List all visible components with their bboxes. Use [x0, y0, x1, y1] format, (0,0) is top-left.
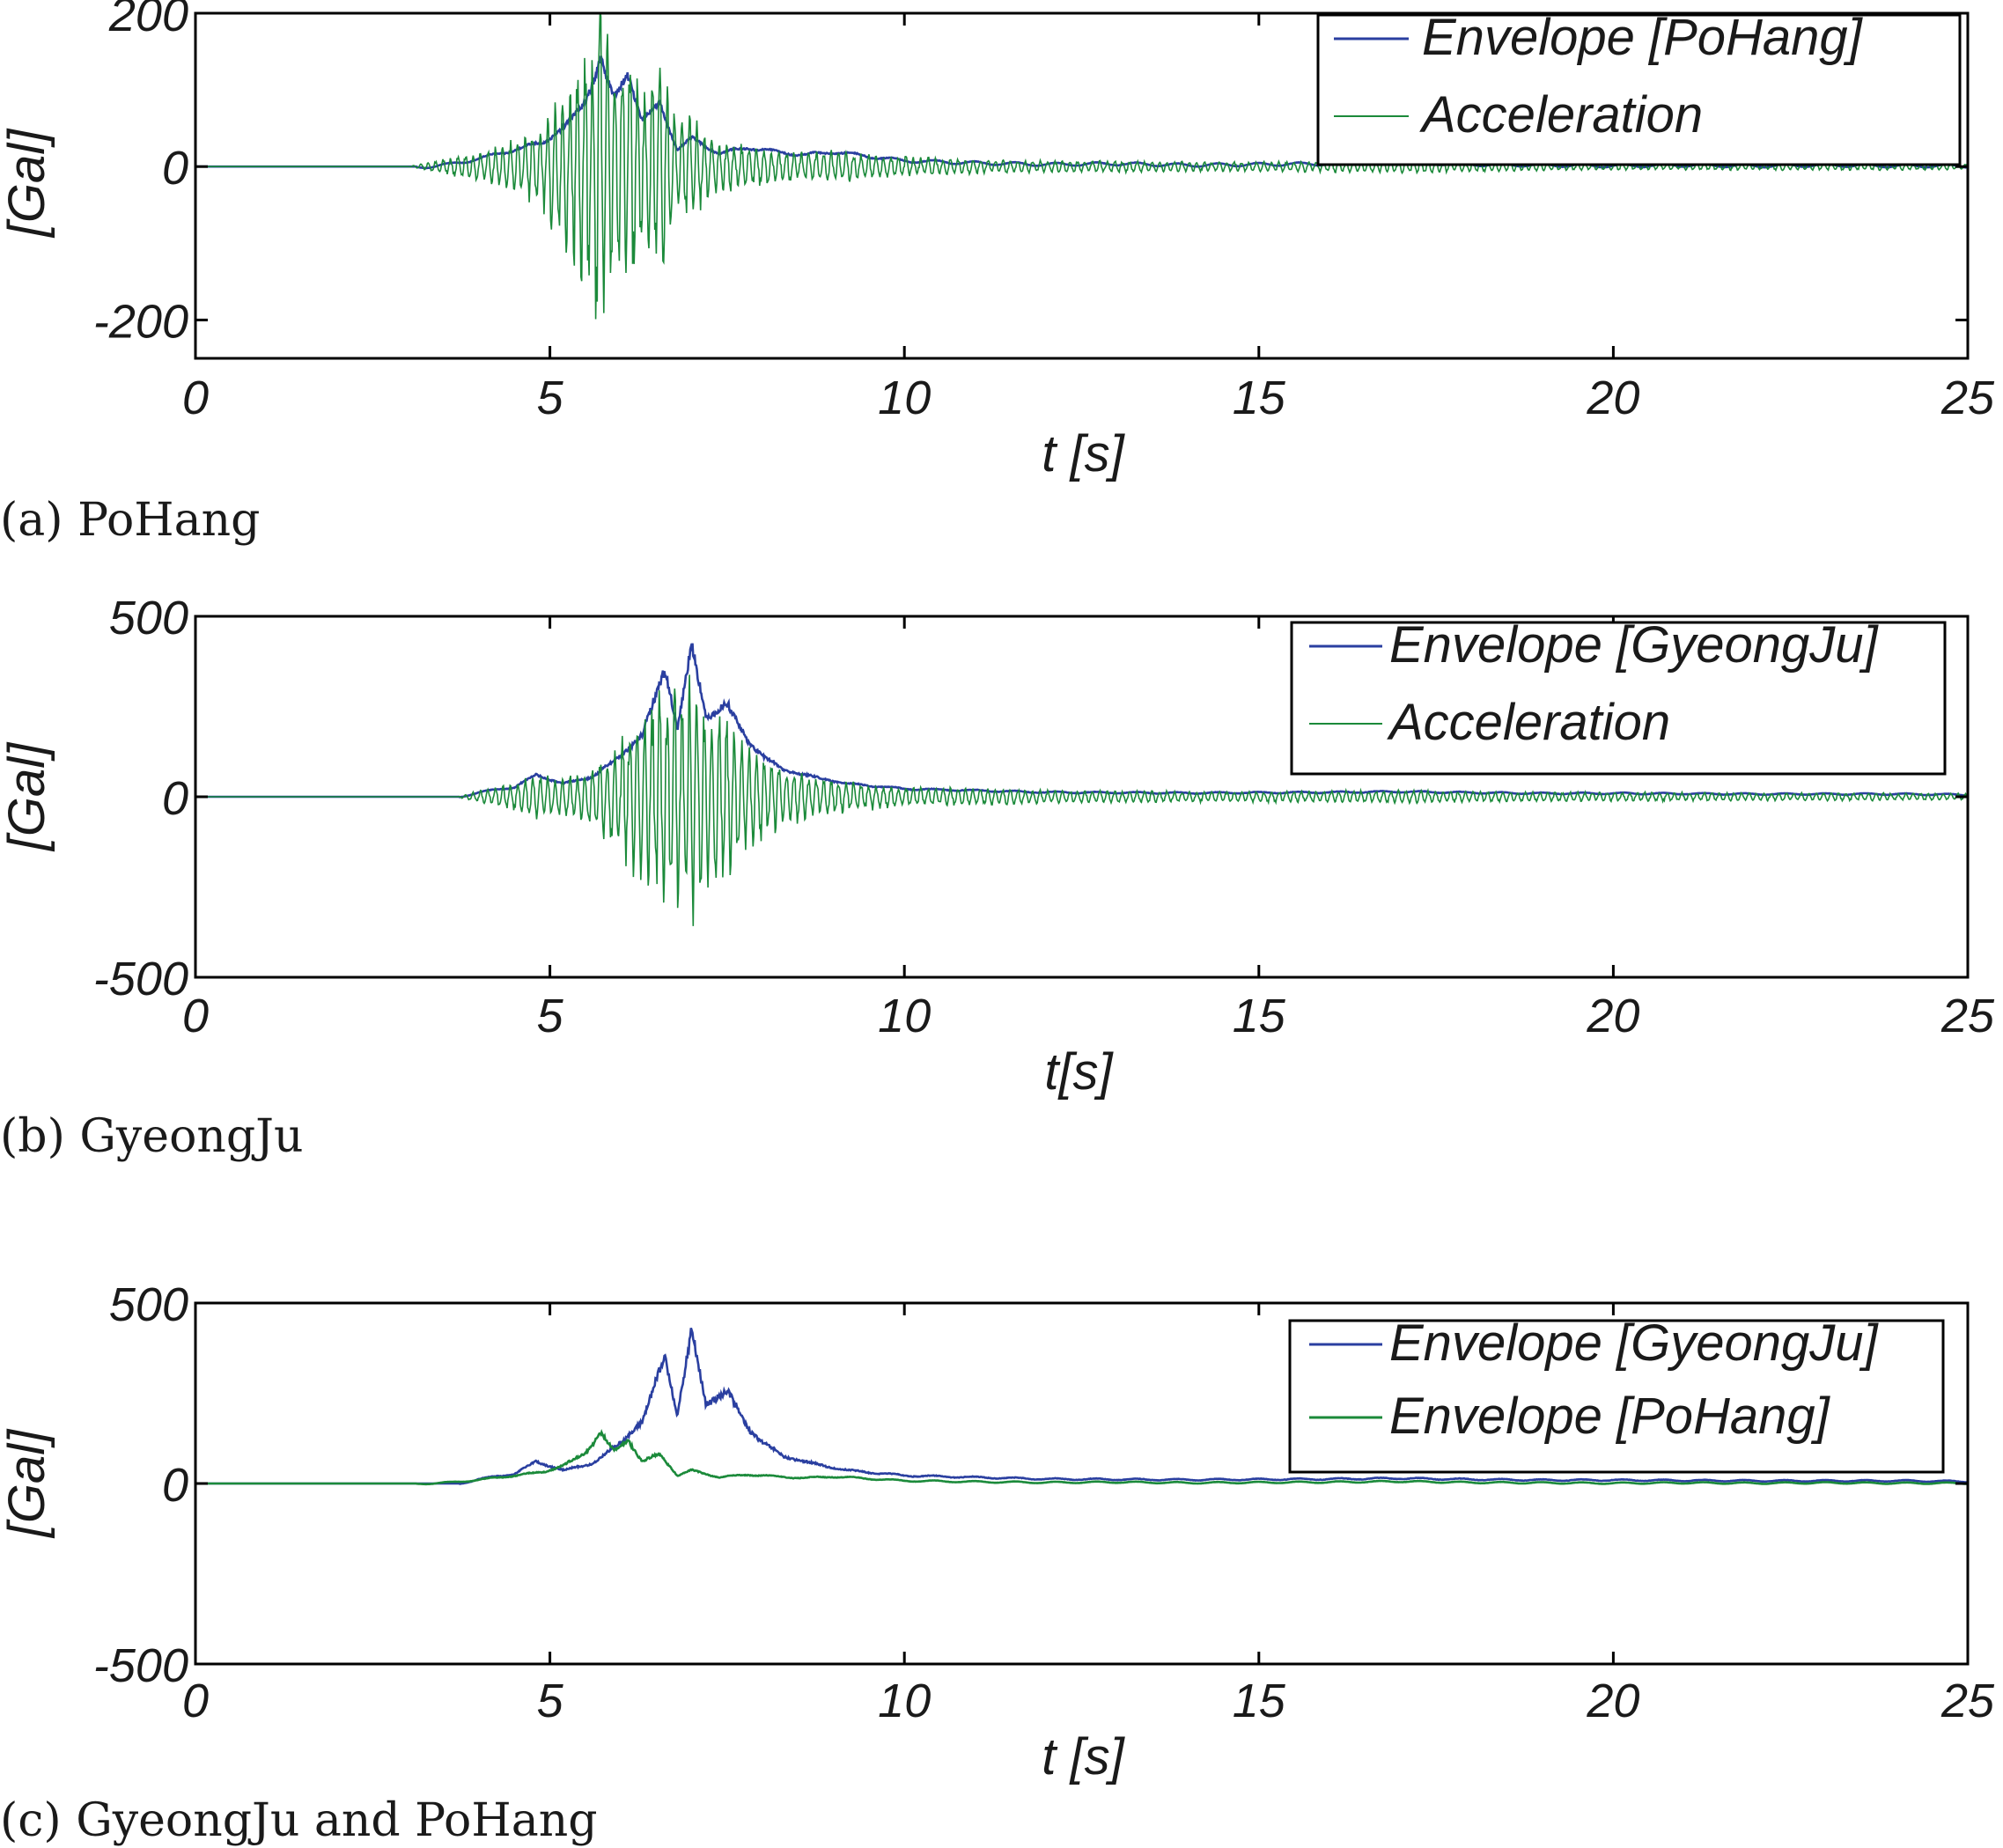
y-tick-label: -500	[93, 1639, 188, 1692]
x-tick-label: 5	[537, 1675, 564, 1727]
y-axis-label: [Gal]	[0, 128, 55, 239]
x-tick-label: 15	[1233, 1675, 1286, 1727]
x-axis-label: t [s]	[1042, 1728, 1125, 1785]
x-tick-label: 15	[1233, 990, 1286, 1042]
legend: Envelope [PoHang] Acceleration	[1316, 9, 1962, 166]
y-tick-label: 500	[109, 1278, 188, 1331]
series-line-acceleration-2	[195, 13, 1968, 320]
series-line-acceleration-2	[195, 674, 1968, 926]
x-tick-label: 20	[1586, 1675, 1639, 1727]
y-axis-label: [Gal]	[0, 741, 55, 852]
y-tick-label: 200	[108, 0, 188, 41]
series-line-envelope-2	[195, 1429, 1968, 1486]
legend: Envelope [GyeongJu] Envelope [PoHang]	[1288, 1314, 1945, 1474]
x-tick-label: 15	[1233, 372, 1286, 424]
panel-caption: (b) GyeongJu	[0, 1110, 304, 1163]
x-tick-label: 20	[1586, 990, 1639, 1042]
plot-area	[195, 1328, 1968, 1486]
x-tick-label: 25	[1940, 990, 1995, 1042]
legend-box	[1288, 1319, 1945, 1474]
x-tick-label: 10	[878, 1675, 931, 1727]
x-tick-label: 25	[1940, 1675, 1995, 1727]
y-tick-label: 0	[162, 772, 188, 825]
axes-box	[194, 11, 1970, 360]
legend-entry-label: Acceleration	[1387, 694, 1670, 751]
x-tick-label: 0	[182, 1675, 209, 1727]
chart-panel-1: 0 5 10 15 20 25 200 0 -200 t [s] [Gal] Envelope [Po…	[0, 0, 1995, 547]
x-tick-label: 5	[537, 990, 564, 1042]
x-tick-label: 5	[537, 372, 564, 424]
legend-entry-label: Envelope [PoHang]	[1422, 9, 1864, 66]
x-axis-label: t[s]	[1044, 1043, 1114, 1101]
legend-entry-label: Acceleration	[1419, 86, 1703, 144]
x-axis-label: t [s]	[1042, 425, 1125, 482]
legend-box	[1290, 621, 1947, 776]
legend-entry-label: Envelope [GyeongJu]	[1389, 1314, 1879, 1372]
y-tick-label: -200	[93, 295, 188, 348]
y-tick-label: 500	[109, 592, 188, 644]
y-tick-label: -500	[93, 953, 188, 1005]
x-tick-label: 0	[182, 990, 209, 1042]
x-tick-label: 10	[878, 990, 931, 1042]
x-tick-label: 20	[1586, 372, 1639, 424]
legend: Envelope [GyeongJu] Acceleration	[1290, 616, 1947, 776]
series-line-envelope-1	[195, 643, 1968, 799]
panel-caption: (c) GyeongJu and PoHang	[0, 1794, 598, 1847]
y-tick-label: 0	[162, 142, 188, 195]
plot-area	[195, 643, 1968, 926]
y-axis-label: [Gal]	[0, 1428, 55, 1539]
y-tick-label: 0	[162, 1459, 188, 1512]
x-tick-label: 0	[182, 372, 209, 424]
x-tick-label: 25	[1940, 372, 1995, 424]
legend-entry-label: Envelope [PoHang]	[1389, 1388, 1831, 1445]
legend-entry-label: Envelope [GyeongJu]	[1389, 616, 1879, 674]
panel-caption: (a) PoHang	[0, 494, 260, 547]
x-tick-label: 10	[878, 372, 931, 424]
legend-box	[1316, 13, 1962, 166]
